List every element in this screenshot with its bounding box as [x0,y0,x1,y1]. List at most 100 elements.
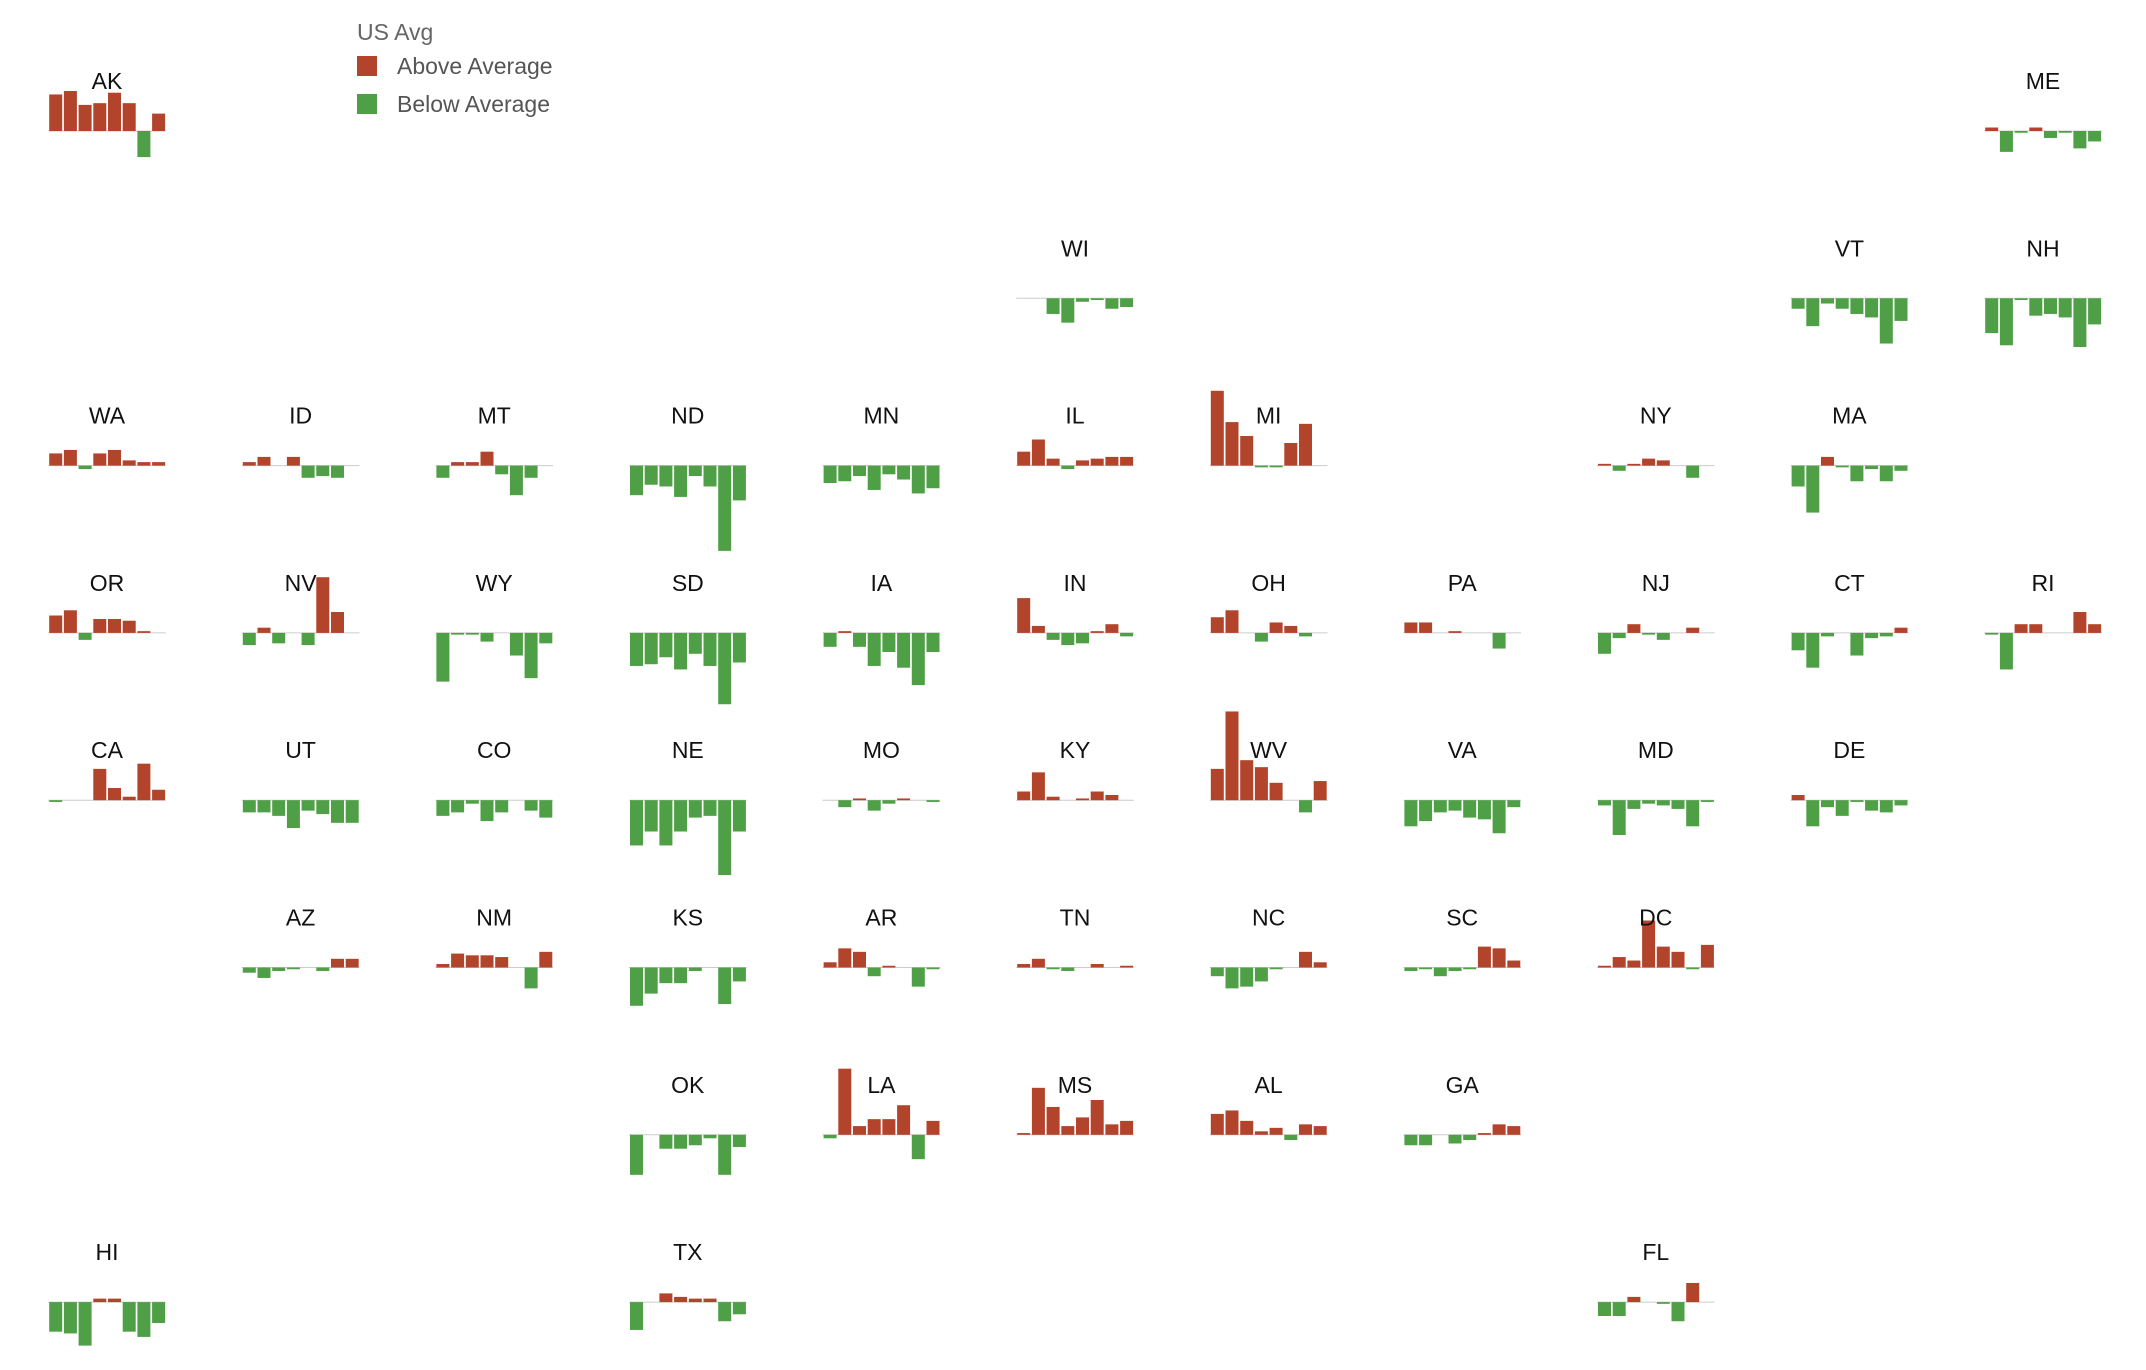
bar-mo-5[interactable] [882,800,896,804]
bar-vt-5[interactable] [1850,298,1864,314]
bar-nh-4[interactable] [2029,298,2043,316]
bar-wy-8[interactable] [539,632,553,644]
bar-wi-7[interactable] [1105,298,1119,309]
bar-mt-2[interactable] [451,462,465,466]
bar-ri-8[interactable] [2088,624,2102,633]
bar-or-4[interactable] [93,618,107,633]
bar-mn-4[interactable] [867,465,881,490]
bar-vt-7[interactable] [1879,298,1893,344]
bar-dc-2[interactable] [1612,957,1626,968]
bar-in-5[interactable] [1076,632,1089,644]
bar-mi-7[interactable] [1299,423,1312,466]
bar-ak-3[interactable] [78,104,92,131]
bar-ne-3[interactable] [659,800,673,846]
bar-tx-7[interactable] [718,1302,732,1322]
bar-nd-3[interactable] [659,465,673,487]
bar-ak-8[interactable] [152,113,166,131]
bar-ok-3[interactable] [659,1134,673,1149]
bar-ne-4[interactable] [674,800,688,832]
bar-md-3[interactable] [1627,800,1641,809]
bar-az-1[interactable] [242,967,256,973]
bar-mt-7[interactable] [524,465,538,478]
bar-vt-3[interactable] [1821,298,1834,304]
bar-il-7[interactable] [1105,456,1119,466]
bar-az-6[interactable] [316,967,330,971]
bar-wa-2[interactable] [63,449,77,466]
bar-ky-1[interactable] [1017,791,1031,801]
bar-co-5[interactable] [495,800,509,813]
bar-ak-7[interactable] [137,131,151,158]
bar-dc-4[interactable] [1642,920,1656,968]
bar-ri-4[interactable] [2029,624,2043,633]
bar-ny-7[interactable] [1686,465,1700,478]
bar-ia-8[interactable] [926,632,940,653]
bar-nm-7[interactable] [524,967,538,989]
bar-ne-7[interactable] [718,800,732,876]
bar-nd-4[interactable] [674,465,688,497]
bar-fl-6[interactable] [1671,1302,1685,1322]
bar-ny-3[interactable] [1627,463,1641,466]
bar-al-4[interactable] [1254,1131,1268,1135]
bar-il-8[interactable] [1120,456,1134,466]
bar-ks-7[interactable] [718,967,732,1005]
bar-nj-2[interactable] [1612,632,1626,639]
bar-vt-2[interactable] [1806,298,1820,327]
bar-ri-7[interactable] [2073,612,2087,633]
bar-sc-4[interactable] [1448,967,1462,971]
bar-mi-5[interactable] [1269,465,1283,468]
bar-ct-8[interactable] [1894,627,1908,633]
bar-mn-6[interactable] [897,465,911,480]
bar-in-4[interactable] [1061,632,1075,646]
bar-mi-1[interactable] [1210,390,1224,466]
bar-ak-1[interactable] [49,94,63,131]
bar-vt-1[interactable] [1791,298,1805,309]
bar-al-7[interactable] [1299,1124,1312,1135]
bar-sd-1[interactable] [630,632,643,666]
bar-oh-1[interactable] [1210,617,1224,633]
bar-ut-2[interactable] [257,800,271,813]
bar-mo-8[interactable] [926,800,940,802]
bar-wv-8[interactable] [1313,781,1327,801]
bar-pa-2[interactable] [1419,622,1433,633]
bar-wi-8[interactable] [1120,298,1134,307]
bar-tn-6[interactable] [1090,964,1104,968]
bar-ok-5[interactable] [688,1134,702,1146]
bar-hi-8[interactable] [152,1302,166,1323]
bar-hi-4[interactable] [93,1298,107,1303]
bar-wv-7[interactable] [1299,800,1312,813]
bar-mo-6[interactable] [897,798,911,801]
bar-tx-6[interactable] [703,1298,717,1303]
bar-wy-2[interactable] [451,632,465,635]
bar-ct-2[interactable] [1806,632,1820,668]
bar-az-4[interactable] [286,967,300,970]
bar-al-1[interactable] [1210,1113,1224,1135]
bar-sd-8[interactable] [732,632,746,663]
bar-fl-3[interactable] [1627,1296,1641,1303]
bar-mo-3[interactable] [853,798,866,801]
bar-co-7[interactable] [524,800,538,811]
bar-tx-3[interactable] [659,1293,673,1303]
bar-la-5[interactable] [882,1119,896,1135]
bar-nm-4[interactable] [480,955,494,968]
bar-tn-3[interactable] [1046,967,1060,970]
bar-la-7[interactable] [911,1134,925,1160]
bar-ar-1[interactable] [823,962,837,968]
bar-ca-8[interactable] [152,789,166,801]
bar-va-4[interactable] [1448,800,1462,811]
bar-or-2[interactable] [63,610,77,633]
bar-ak-2[interactable] [63,90,77,131]
bar-pa-7[interactable] [1492,632,1506,649]
bar-mo-2[interactable] [838,800,852,808]
bar-mo-4[interactable] [867,800,881,811]
bar-in-6[interactable] [1090,631,1104,633]
bar-az-8[interactable] [345,958,359,968]
bar-wa-3[interactable] [78,465,92,470]
bar-ma-5[interactable] [1850,465,1864,482]
bar-nv-1[interactable] [242,632,256,646]
bar-ma-8[interactable] [1894,465,1908,471]
bar-ga-5[interactable] [1463,1134,1477,1141]
legend-label-below[interactable]: Below Average [397,91,550,117]
bar-dc-1[interactable] [1598,965,1611,968]
bar-fl-7[interactable] [1686,1282,1700,1303]
bar-in-8[interactable] [1120,632,1134,637]
